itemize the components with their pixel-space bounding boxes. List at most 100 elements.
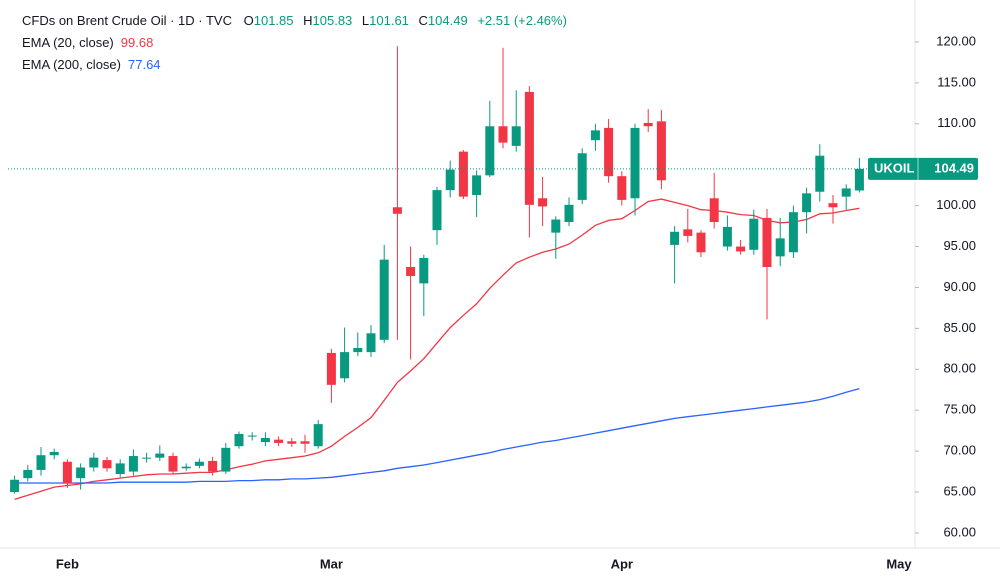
candle-body — [406, 267, 416, 277]
ohlc-prefix: O — [244, 13, 254, 28]
candle-body — [353, 348, 363, 353]
candle-body — [379, 259, 389, 340]
candle-body — [788, 212, 798, 253]
y-tick-label: 90.00 — [943, 279, 976, 294]
candle-body — [815, 155, 825, 192]
candle-body — [630, 127, 640, 199]
legend-value: 99.68 — [121, 35, 154, 50]
candle-body — [577, 153, 587, 200]
candle-body — [604, 127, 614, 177]
candle-body — [709, 198, 719, 222]
y-tick-label: 80.00 — [943, 361, 976, 376]
x-tick-label: Mar — [320, 556, 343, 571]
legend-entry: EMA (20, close) 99.68 — [22, 35, 153, 50]
candle-body — [23, 469, 33, 479]
candle-body — [62, 461, 72, 484]
last-price-label: 104.49 — [934, 160, 974, 175]
y-tick-label: 120.00 — [936, 33, 976, 48]
candle-body — [524, 91, 534, 205]
candle-body — [854, 168, 864, 191]
y-tick-label: 65.00 — [943, 483, 976, 498]
candle-body — [313, 424, 323, 447]
candle-body — [802, 193, 812, 213]
candle-body — [142, 457, 152, 459]
candle-body — [538, 198, 548, 207]
candle-body — [300, 441, 310, 444]
candle-body — [828, 203, 838, 208]
candle-body — [643, 122, 653, 127]
candle-body — [260, 438, 270, 443]
candle-body — [10, 479, 20, 493]
candle-body — [234, 433, 244, 447]
candle-body — [736, 246, 746, 252]
open-value: 101.85 — [254, 13, 294, 28]
price-tag — [868, 157, 978, 180]
candle-body — [155, 453, 165, 458]
candle-body — [36, 455, 46, 470]
y-tick-label: 85.00 — [943, 320, 976, 335]
candle-body — [102, 460, 112, 469]
ohlc-prefix: C — [419, 13, 428, 28]
candle-body — [181, 466, 191, 469]
legend-name: EMA (20, close) — [22, 35, 114, 50]
candle-body — [208, 460, 218, 472]
candle-body — [749, 218, 759, 250]
candle-body — [49, 451, 59, 456]
legend-value: 77.64 — [128, 57, 161, 72]
candle-body — [590, 130, 600, 141]
close-value: 104.49 — [428, 13, 468, 28]
candle-body — [511, 126, 521, 146]
candle-body — [683, 229, 693, 236]
candle-body — [89, 457, 99, 468]
candle-body — [76, 467, 86, 479]
low-value: 101.61 — [369, 13, 409, 28]
candle-body — [366, 333, 376, 353]
candle-body — [168, 456, 178, 472]
x-tick-label: May — [886, 556, 912, 571]
chart-title: CFDs on Brent Crude Oil · 1D · TVC — [22, 13, 232, 28]
ema-line — [14, 387, 860, 484]
candle-body — [115, 463, 125, 475]
candle-body — [617, 176, 627, 200]
candle-body — [274, 439, 284, 443]
y-tick-label: 100.00 — [936, 197, 976, 212]
candle-body — [128, 456, 138, 472]
candle-body — [194, 461, 204, 466]
x-tick-label: Apr — [611, 556, 633, 571]
candle-body — [775, 238, 785, 257]
candle-body — [221, 447, 231, 472]
x-tick-label: Feb — [56, 556, 79, 571]
candle-body — [656, 121, 666, 181]
legend-entry: EMA (200, close) 77.64 — [22, 57, 161, 72]
ohlc-prefix: H — [303, 13, 312, 28]
candle-body — [722, 226, 732, 247]
candle-body — [696, 232, 706, 253]
candle-body — [472, 175, 482, 195]
plot-area — [8, 46, 915, 501]
ohlc-prefix: L — [362, 13, 369, 28]
legend-name: EMA (200, close) — [22, 57, 121, 72]
y-tick-label: 115.00 — [937, 74, 976, 89]
y-tick-label: 75.00 — [943, 402, 976, 417]
candle-body — [485, 126, 495, 176]
y-tick-label: 70.00 — [943, 443, 976, 458]
candle-body — [551, 219, 561, 233]
y-tick-label: 110.00 — [937, 115, 976, 130]
candle-body — [247, 435, 257, 437]
candle-body — [670, 231, 680, 245]
candle-body — [762, 217, 772, 268]
high-value: 105.83 — [313, 13, 353, 28]
candle-body — [392, 207, 402, 214]
change: +2.51 (+2.46%) — [477, 13, 567, 28]
candle-body — [326, 352, 336, 385]
y-tick-label: 95.00 — [943, 238, 976, 253]
candle-body — [445, 169, 455, 191]
candle-body — [419, 258, 429, 284]
candle-body — [287, 441, 297, 444]
candle-body — [564, 204, 574, 222]
candle-body — [432, 190, 442, 231]
candle-body — [498, 126, 508, 143]
